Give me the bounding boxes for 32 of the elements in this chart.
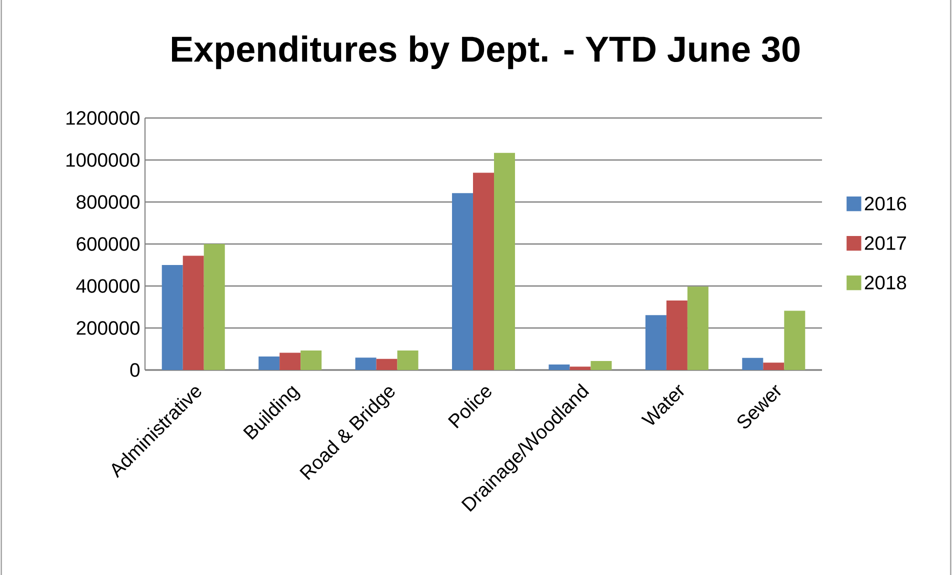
- bar: [763, 362, 784, 370]
- legend-label: 2017: [864, 236, 906, 250]
- y-tick-label: 400000: [76, 279, 140, 293]
- bar: [258, 356, 280, 370]
- bar: [182, 256, 204, 370]
- bar: [590, 360, 612, 370]
- y-tick-label: 800000: [76, 195, 140, 209]
- y-tick-label: 1200000: [66, 111, 140, 125]
- y-tick-label: 0: [130, 363, 140, 377]
- y-tick-label: 200000: [76, 321, 140, 335]
- bar: [452, 193, 474, 370]
- bar: [473, 172, 494, 370]
- bar: [204, 244, 225, 370]
- legend-label: 2018: [864, 276, 906, 290]
- bar: [687, 286, 708, 370]
- bar: [280, 352, 301, 370]
- bar: [300, 350, 322, 370]
- bar: [570, 366, 591, 370]
- bar: [355, 358, 376, 370]
- y-tick-label: 1000000: [66, 153, 140, 167]
- bar: [494, 152, 516, 370]
- legend-label: 2016: [864, 196, 906, 210]
- bar: [784, 310, 806, 370]
- bar: [666, 300, 688, 370]
- bar: [548, 364, 570, 370]
- bar: [162, 265, 183, 370]
- bar: [397, 350, 418, 370]
- bar: [645, 315, 666, 370]
- bar: [742, 358, 764, 370]
- y-tick-label: 600000: [76, 237, 140, 251]
- bar: [376, 358, 398, 370]
- chart-title: Expenditures by Dept. - YTD June 30: [172, 36, 800, 70]
